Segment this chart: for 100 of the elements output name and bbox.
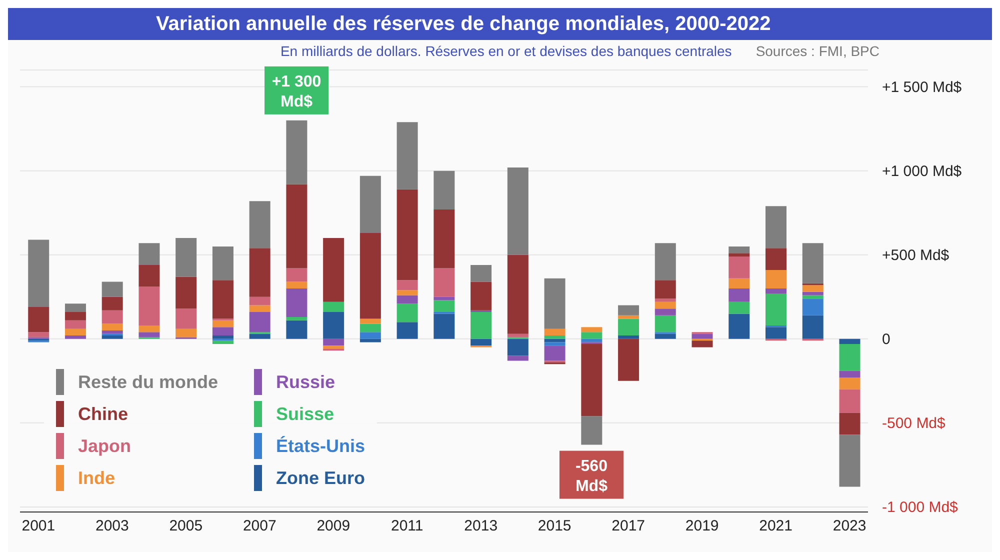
- bar: [286, 184, 308, 268]
- bar: [323, 346, 344, 349]
- bar: [728, 253, 750, 257]
- bar: [396, 122, 418, 190]
- bar: [470, 264, 492, 282]
- legend-label: Chine: [78, 404, 128, 424]
- bar: [176, 308, 197, 329]
- bar: [802, 298, 824, 316]
- bar: [212, 336, 234, 339]
- bar: [138, 264, 160, 287]
- bar: [212, 327, 234, 336]
- y-tick-label: +500 Md$: [882, 246, 950, 264]
- bar: [249, 248, 270, 297]
- bar: [323, 238, 344, 302]
- bar: [728, 278, 750, 288]
- bar: [766, 294, 787, 326]
- bar: [64, 328, 86, 336]
- bar: [102, 282, 123, 297]
- bar: [618, 318, 640, 336]
- x-tick-label: 2009: [316, 518, 350, 535]
- bar: [360, 176, 381, 234]
- bar: [802, 285, 824, 292]
- y-tick-label: 0: [882, 330, 890, 348]
- bar: [396, 189, 418, 280]
- bar: [396, 322, 418, 339]
- bar: [728, 288, 750, 302]
- bar: [249, 296, 270, 306]
- bar: [618, 336, 640, 339]
- bar: [396, 280, 418, 290]
- bar: [286, 282, 308, 288]
- bar: [507, 167, 528, 255]
- bar: [581, 344, 602, 416]
- bar: [728, 246, 750, 254]
- bar: [839, 344, 860, 371]
- bar: [212, 280, 234, 319]
- bar: [212, 340, 234, 344]
- x-tick-label: 2023: [832, 518, 866, 535]
- bar: [28, 332, 50, 338]
- bar: [102, 330, 123, 334]
- bar: [507, 254, 528, 334]
- y-tick-label: -1 000 Md$: [882, 498, 959, 516]
- legend-label: Zone Euro: [276, 468, 366, 488]
- bar: [323, 338, 344, 346]
- bar: [802, 295, 824, 299]
- x-tick-label: 2015: [538, 518, 572, 535]
- bar: [839, 370, 860, 378]
- bar: [102, 310, 123, 324]
- bar: [212, 320, 234, 328]
- bar: [654, 308, 676, 316]
- bar: [64, 336, 86, 339]
- bar: [802, 315, 824, 339]
- bar: [323, 302, 344, 312]
- bar: [766, 288, 787, 294]
- bar: [396, 295, 418, 304]
- bar: [802, 243, 824, 284]
- bar: [766, 248, 787, 270]
- bar: [728, 256, 750, 278]
- y-tick-label: +1 500 Md$: [882, 78, 962, 96]
- bar: [286, 268, 308, 282]
- bar: [434, 300, 455, 312]
- bar: [544, 336, 566, 339]
- legend-label: Russie: [276, 372, 336, 392]
- bar: [286, 320, 308, 339]
- bar: [434, 268, 455, 297]
- x-tick-label: 2001: [22, 518, 56, 535]
- x-tick-label: 2021: [759, 518, 793, 535]
- legend-label: Inde: [78, 468, 116, 488]
- bar: [618, 338, 640, 381]
- chart-title: Variation annuelle des réserves de change mondiales, 2000-2022: [156, 12, 771, 36]
- bar: [839, 378, 860, 390]
- x-tick-label: 2019: [685, 518, 719, 535]
- bar: [102, 324, 123, 330]
- bar: [360, 332, 381, 339]
- bar: [544, 346, 566, 361]
- bar: [654, 334, 676, 339]
- annotation: -560 Md$: [575, 458, 608, 495]
- bar: [176, 238, 197, 277]
- bar: [654, 280, 676, 299]
- y-tick-label: +1 000 Md$: [882, 162, 962, 180]
- bar: [470, 338, 492, 346]
- bar: [839, 389, 860, 413]
- legend-label: États-Unis: [276, 436, 366, 456]
- y-tick-label: -500 Md$: [882, 414, 946, 432]
- bar: [581, 332, 602, 339]
- legend-label: Reste du monde: [78, 372, 218, 392]
- x-tick-label: 2013: [464, 518, 498, 535]
- bar: [470, 312, 492, 339]
- bar: [581, 327, 602, 332]
- bar: [766, 327, 787, 339]
- chart-subtitle: En milliards de dollars. Réserves en or et devises des banques centrales: [280, 43, 732, 59]
- bar: [249, 312, 270, 332]
- bar: [212, 246, 234, 280]
- source-note: Sources : FMI, BPC: [756, 43, 880, 59]
- bar: [138, 286, 160, 326]
- annotation: +1 300 Md$: [272, 73, 322, 110]
- x-tick-label: 2017: [612, 518, 646, 535]
- bar: [138, 243, 160, 265]
- bar: [618, 305, 640, 316]
- bar: [728, 302, 750, 314]
- bar: [286, 317, 308, 320]
